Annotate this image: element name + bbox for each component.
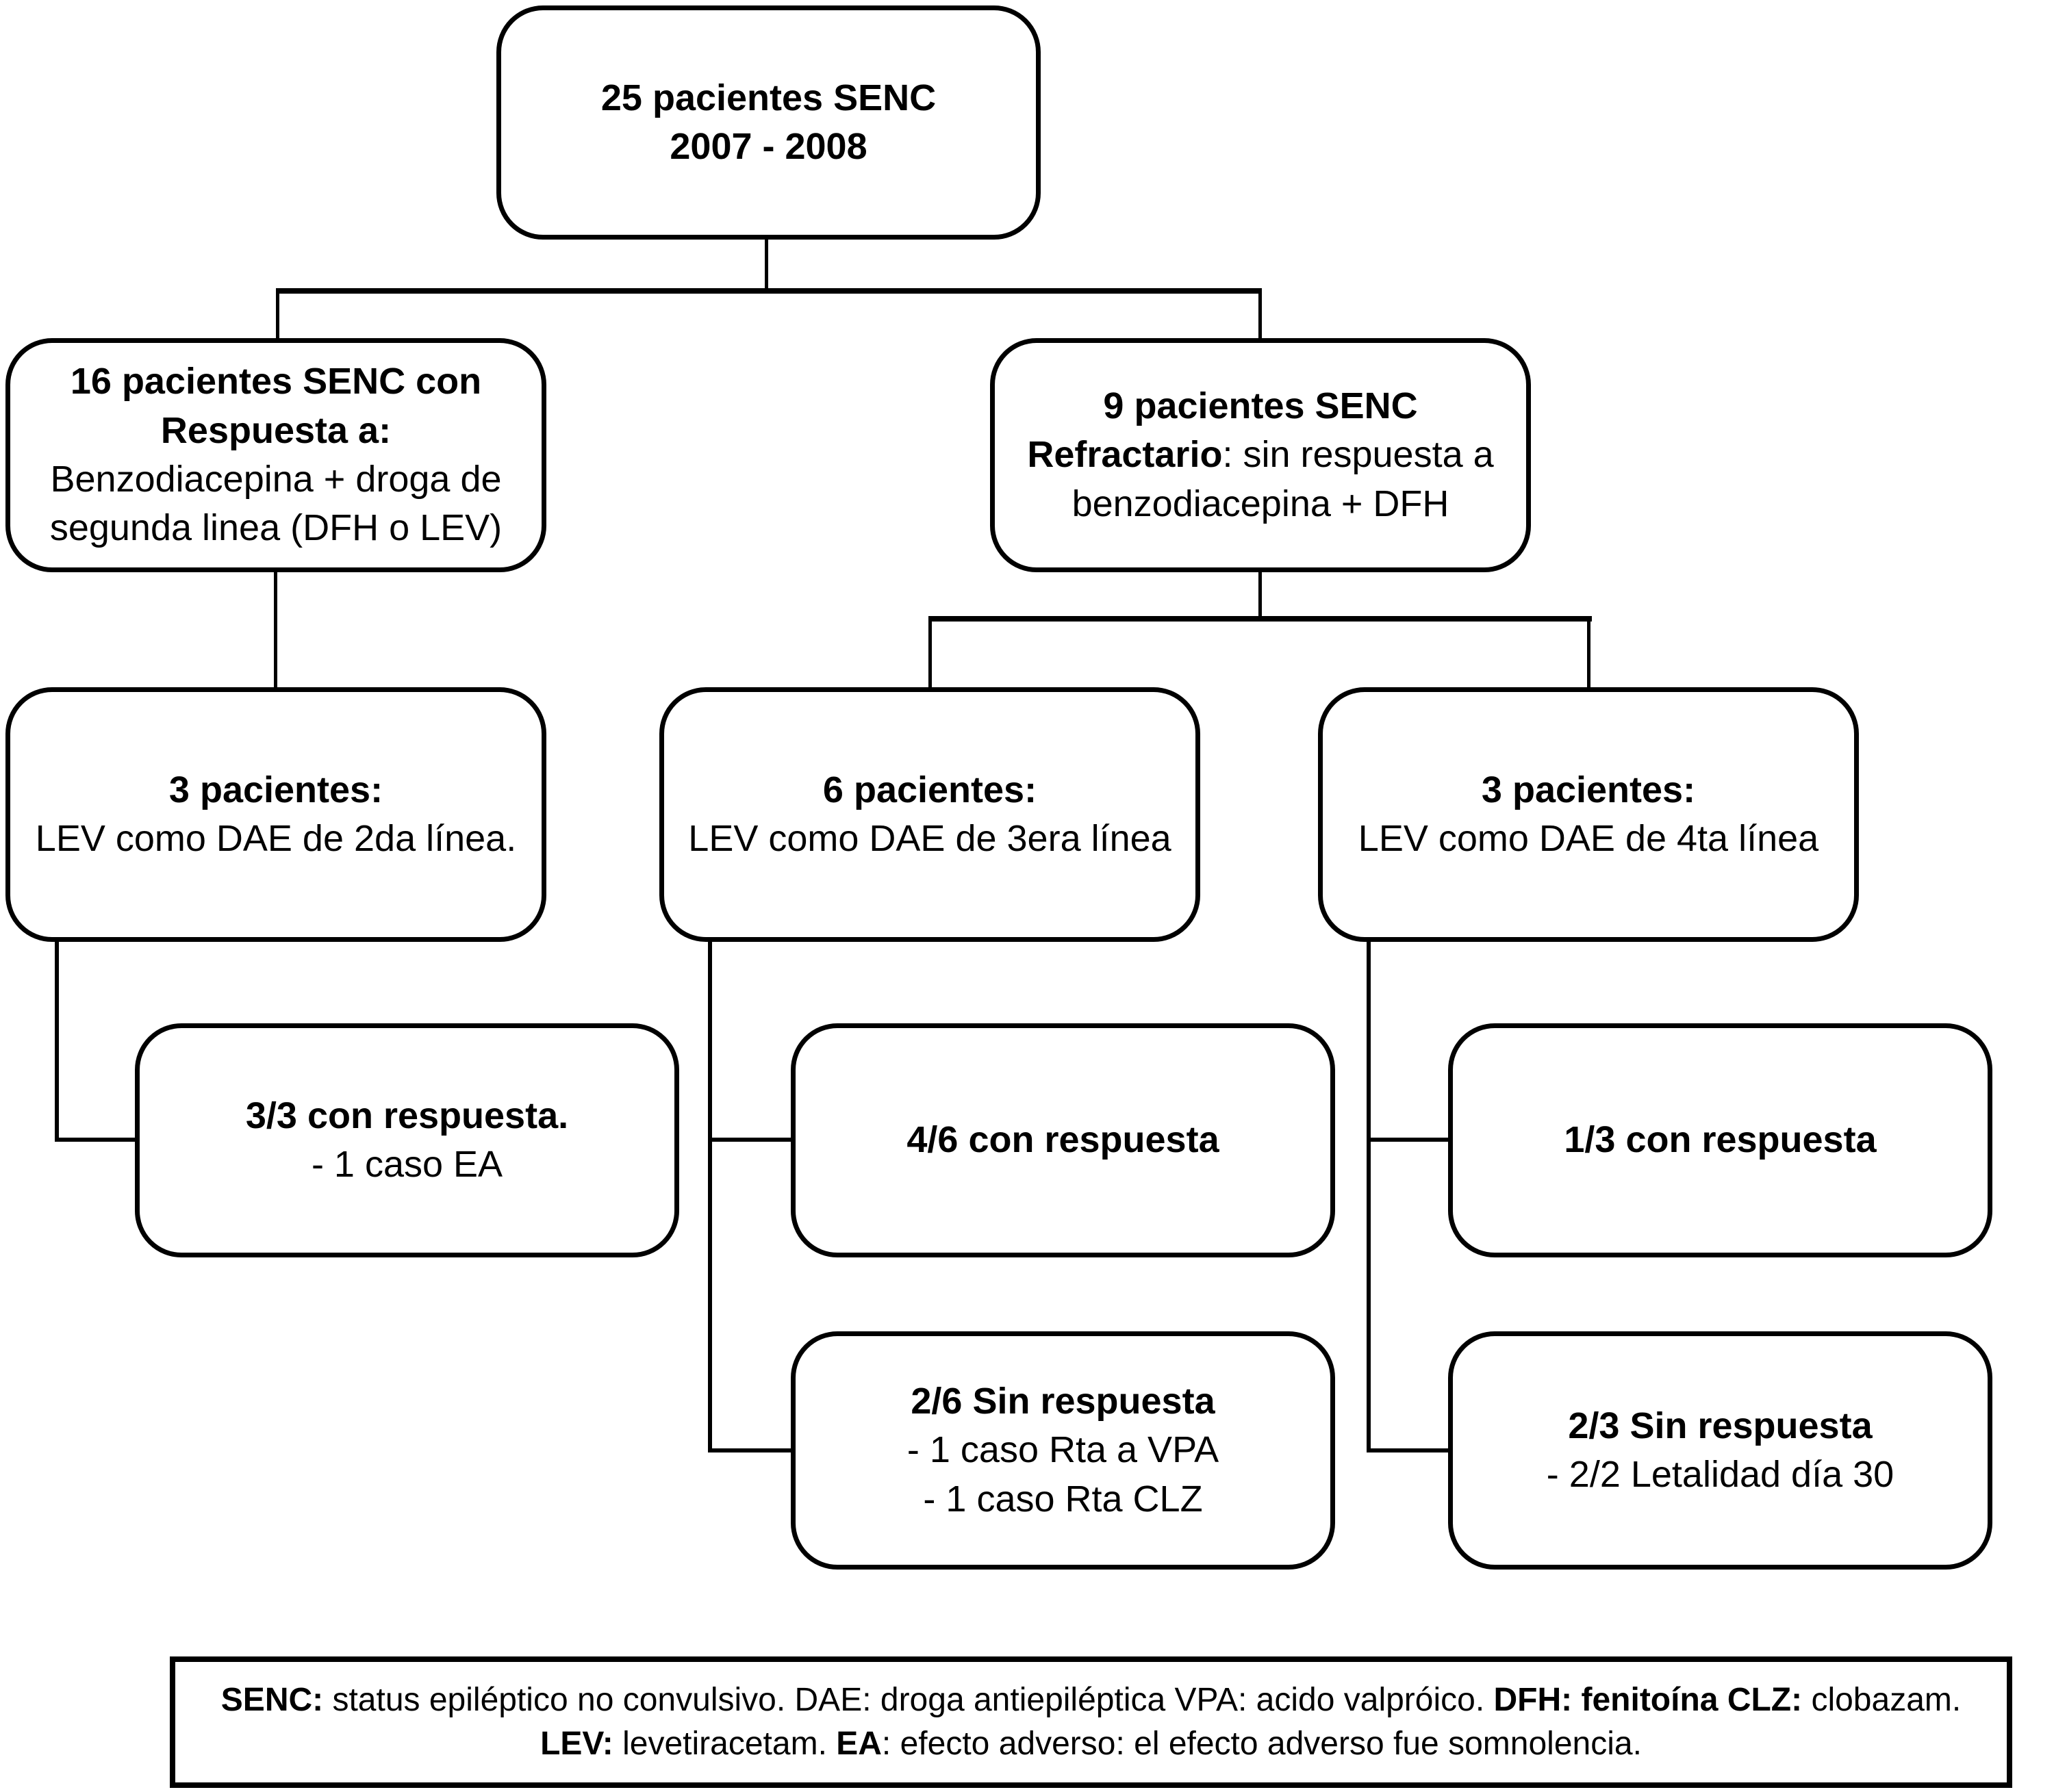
connector-resp16-to-lev2da — [274, 571, 277, 689]
node-16-respuesta-line3: Benzodiacepina + droga de — [50, 459, 502, 500]
connector-branch1-drop-left — [276, 292, 279, 340]
text-segment: LEV: — [540, 1726, 613, 1762]
node-lev-3era-linea-line2: LEV como DAE de 3era línea — [688, 818, 1171, 859]
connector-branch1-drop-right — [1258, 292, 1262, 340]
node-3-3-con-respuesta-line2: - 1 caso EA — [311, 1144, 503, 1185]
node-2-6-sin-respuesta-line3: - 1 caso Rta CLZ — [923, 1478, 1203, 1520]
text-segment: EA — [836, 1726, 882, 1762]
node-lev-2da-linea-line1: 3 pacientes: — [168, 769, 383, 810]
connector-branch2-drop-lev4ta — [1587, 620, 1590, 689]
text-segment: DFH: fenitoína CLZ: — [1493, 1682, 1803, 1719]
node-lev-3era-linea-line1: 6 pacientes: — [822, 769, 1037, 810]
connector-branch2-horizontal — [928, 616, 1592, 622]
text-segment: : sin respuesta a — [1222, 434, 1494, 476]
node-9-refractario: 9 pacientes SENC Refractario: sin respue… — [990, 338, 1531, 572]
node-2-6-sin-respuesta: 2/6 Sin respuesta - 1 caso Rta a VPA - 1… — [791, 1331, 1335, 1570]
node-lev-2da-linea: 3 pacientes: LEV como DAE de 2da línea. — [5, 687, 546, 942]
node-16-respuesta-line1: 16 pacientes SENC con — [70, 361, 482, 402]
connector-lev4ta-to-sin23 — [1367, 1448, 1449, 1452]
connector-root-stem — [765, 238, 768, 293]
text-segment: : efecto adverso: el efecto adverso fue … — [881, 1726, 1642, 1762]
legend-line1: SENC: status epiléptico no convulsivo. D… — [221, 1678, 1961, 1722]
legend-box: SENC: status epiléptico no convulsivo. D… — [170, 1656, 2012, 1788]
node-root: 25 pacientes SENC 2007 - 2008 — [496, 5, 1041, 240]
node-lev-4ta-linea-line2: LEV como DAE de 4ta línea — [1358, 818, 1819, 859]
text-segment: clobazam. — [1802, 1682, 1962, 1719]
node-1-3-con-respuesta-line1: 1/3 con respuesta — [1564, 1119, 1877, 1161]
text-segment: levetiracetam. — [613, 1726, 837, 1762]
connector-lev3era-to-resp46 — [708, 1138, 792, 1142]
node-2-3-sin-respuesta-line1: 2/3 Sin respuesta — [1568, 1405, 1873, 1446]
connector-lev3era-elbow-vertical — [708, 940, 712, 1452]
connector-branch2-drop-lev3era — [928, 620, 932, 689]
node-16-respuesta: 16 pacientes SENC con Respuesta a: Benzo… — [5, 338, 546, 572]
node-2-3-sin-respuesta-line2: - 2/2 Letalidad día 30 — [1546, 1454, 1894, 1495]
connector-lev3era-to-sin26 — [708, 1448, 792, 1452]
node-1-3-con-respuesta: 1/3 con respuesta — [1448, 1023, 1992, 1257]
node-root-line1: 25 pacientes SENC — [600, 77, 937, 118]
node-lev-4ta-linea-line1: 3 pacientes: — [1481, 769, 1696, 810]
node-16-respuesta-line2: Respuesta a: — [160, 409, 392, 451]
connector-lev4ta-to-resp13 — [1367, 1138, 1449, 1142]
connector-lev4ta-elbow-vertical — [1367, 940, 1371, 1452]
node-lev-3era-linea: 6 pacientes: LEV como DAE de 3era línea — [659, 687, 1200, 942]
node-lev-2da-linea-line2: LEV como DAE de 2da línea. — [35, 818, 517, 859]
node-3-3-con-respuesta-line1: 3/3 con respuesta. — [245, 1095, 569, 1136]
connector-branch1-horizontal — [276, 288, 1262, 294]
node-2-6-sin-respuesta-line2: - 1 caso Rta a VPA — [906, 1429, 1219, 1471]
text-segment: Refractario — [1027, 434, 1223, 476]
node-root-line2: 2007 - 2008 — [670, 126, 867, 167]
node-16-respuesta-line4: segunda linea (DFH o LEV) — [49, 507, 503, 549]
node-9-refractario-line3: benzodiacepina + DFH — [1072, 483, 1449, 524]
legend-line2: LEV: levetiracetam. EA: efecto adverso: … — [540, 1722, 1642, 1766]
node-4-6-con-respuesta: 4/6 con respuesta — [791, 1023, 1335, 1257]
text-segment: SENC: — [220, 1682, 324, 1719]
node-2-3-sin-respuesta: 2/3 Sin respuesta - 2/2 Letalidad día 30 — [1448, 1331, 1992, 1570]
node-4-6-con-respuesta-line1: 4/6 con respuesta — [906, 1119, 1219, 1161]
text-segment: status epiléptico no convulsivo. DAE: dr… — [323, 1682, 1494, 1719]
connector-refr9-stem — [1258, 571, 1262, 619]
node-9-refractario-line2: Refractario: sin respuesta a — [1027, 431, 1493, 479]
node-lev-4ta-linea: 3 pacientes: LEV como DAE de 4ta línea — [1318, 687, 1859, 942]
node-2-6-sin-respuesta-line1: 2/6 Sin respuesta — [911, 1381, 1215, 1422]
node-3-3-con-respuesta: 3/3 con respuesta. - 1 caso EA — [135, 1023, 679, 1257]
connector-lev2da-elbow-horizontal — [55, 1138, 136, 1142]
node-9-refractario-line1: 9 pacientes SENC — [1103, 385, 1418, 427]
connector-lev2da-elbow-vertical — [55, 940, 59, 1142]
